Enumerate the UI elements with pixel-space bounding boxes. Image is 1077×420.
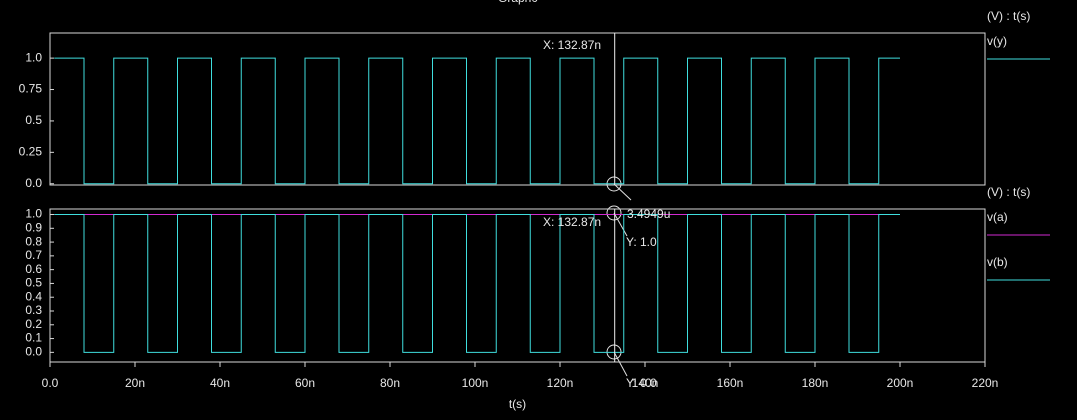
x-tick-label: 100n: [462, 376, 489, 390]
legend-label: v(b): [987, 255, 1008, 269]
x-tick-label: 160n: [717, 376, 744, 390]
x-tick-label: 220n: [972, 376, 999, 390]
x-tick-label: 60n: [295, 376, 315, 390]
annotation: 3.4949u: [627, 207, 670, 221]
annotation: Y: 0.0: [626, 376, 657, 390]
y-tick-label: 1.0: [25, 50, 42, 64]
y-tick-label: 0.2: [25, 317, 42, 331]
y-tick-label: 0.1: [25, 331, 42, 345]
y-tick-label: 0.5: [25, 276, 42, 290]
y-tick-label: 1.0: [25, 207, 42, 221]
graph-title: Graph0: [498, 0, 538, 5]
y-tick-label: 0.25: [19, 145, 43, 159]
cursor-arrow: [613, 183, 632, 201]
x-tick-label: 80n: [380, 376, 400, 390]
cursor-marker: [606, 205, 622, 221]
legend-label: v(a): [987, 210, 1008, 224]
y-tick-label: 0.8: [25, 234, 42, 248]
annotation: X: 132.87n: [543, 215, 601, 229]
x-tick-label: 0.0: [42, 376, 59, 390]
plot-frame: [49, 32, 986, 186]
cursor-arrow: [613, 351, 628, 377]
series-line: [54, 214, 900, 353]
y-tick-label: 0.7: [25, 248, 42, 262]
x-tick-label: 140n: [632, 376, 659, 390]
y-tick-label: 0.0: [25, 176, 42, 190]
y-tick-label: 0.0: [25, 345, 42, 359]
x-tick-label: 200n: [887, 376, 914, 390]
x-tick-label: 20n: [125, 376, 145, 390]
y-tick-label: 0.4: [25, 289, 42, 303]
cursor-arrow: [613, 212, 628, 237]
y-tick-label: 0.6: [25, 262, 42, 276]
annotation: Y: 1.0: [626, 235, 657, 249]
plot-frame: [49, 208, 986, 363]
annotation: X: 132.87n: [543, 38, 601, 52]
x-tick-label: 180n: [802, 376, 829, 390]
x-tick-label: 40n: [210, 376, 230, 390]
y-tick-label: 0.5: [25, 113, 42, 127]
y-tick-label: 0.9: [25, 220, 42, 234]
x-axis-label: t(s): [509, 397, 526, 411]
units-label: (V) : t(s): [987, 9, 1030, 23]
y-tick-label: 0.3: [25, 303, 42, 317]
legend-label: v(y): [987, 34, 1007, 48]
series-line: [54, 57, 900, 185]
y-tick-label: 0.75: [19, 82, 43, 96]
units-label: (V) : t(s): [987, 185, 1030, 199]
x-tick-label: 120n: [547, 376, 574, 390]
